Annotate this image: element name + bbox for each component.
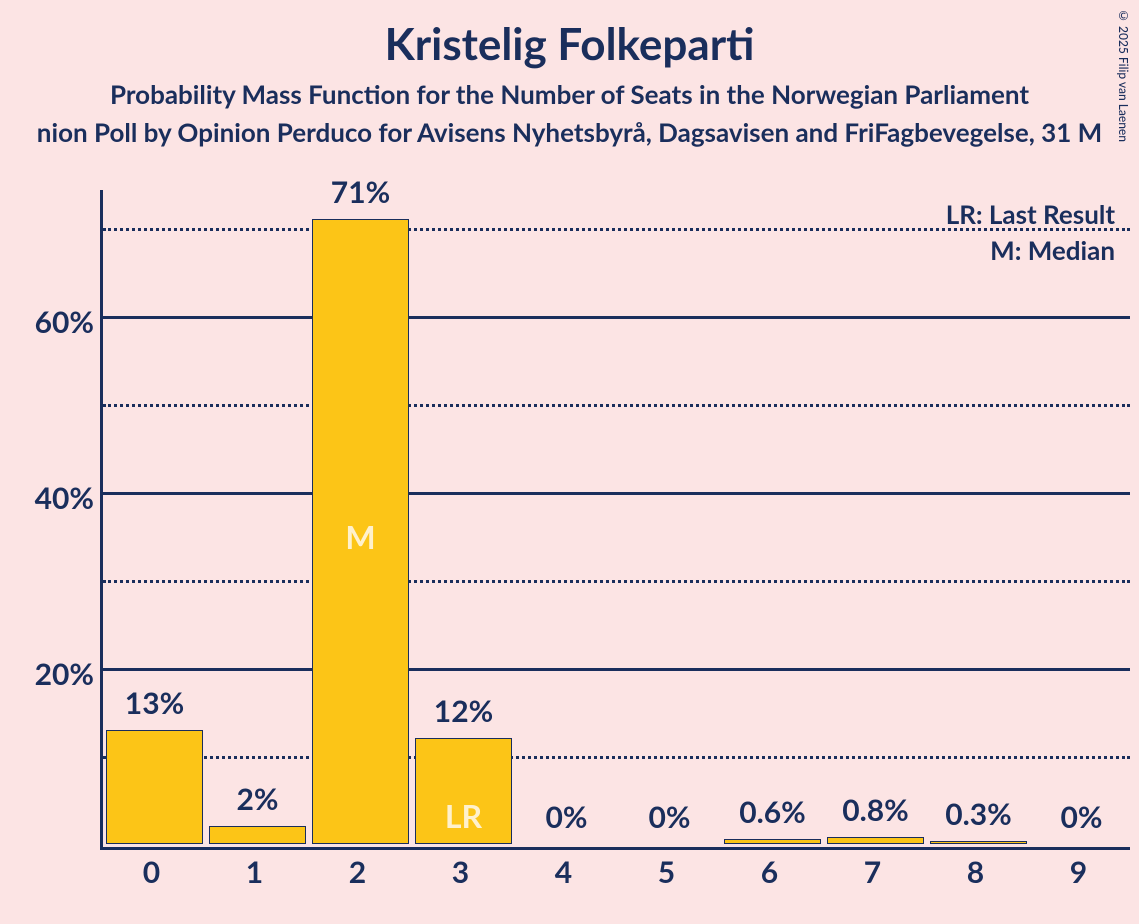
x-axis-label: 8 — [967, 854, 984, 890]
grid-major — [103, 668, 1130, 671]
bar: M — [312, 219, 410, 844]
x-axis-label: 6 — [761, 854, 778, 890]
legend-lr: LR: Last Result — [946, 196, 1115, 232]
x-axis-label: 5 — [658, 854, 675, 890]
bar — [930, 841, 1028, 844]
grid-minor — [103, 580, 1130, 583]
bar-value-label: 71% — [331, 174, 390, 210]
bar — [209, 826, 307, 844]
chart-legend: LR: Last Result M: Median — [946, 196, 1115, 269]
bar-inner-label: LR — [445, 796, 482, 835]
x-axis-label: 9 — [1070, 854, 1087, 890]
x-axis-label: 7 — [864, 854, 881, 890]
y-axis-label: 60% — [35, 304, 94, 340]
bar-inner-label: M — [345, 517, 375, 556]
bar-value-label: 0.6% — [739, 794, 806, 830]
chart-title: Kristelig Folkeparti — [0, 0, 1139, 70]
bar-value-label: 0.8% — [842, 792, 909, 828]
bar-value-label: 0% — [649, 799, 691, 835]
x-axis-label: 4 — [555, 854, 572, 890]
y-axis-label: 20% — [35, 656, 94, 692]
y-axis-label: 40% — [35, 480, 94, 516]
plot-area: LR: Last Result M: Median 13%2%M71%LR12%… — [100, 190, 1130, 850]
x-axis-label: 0 — [143, 854, 160, 890]
copyright-text: © 2025 Filip van Laenen — [1116, 8, 1131, 142]
grid-minor — [103, 756, 1130, 759]
bar — [106, 730, 204, 844]
bar-value-label: 0% — [546, 799, 588, 835]
grid-major — [103, 316, 1130, 319]
bar-value-label: 0.3% — [945, 796, 1012, 832]
legend-m: M: Median — [946, 232, 1115, 268]
chart-subtitle: Probability Mass Function for the Number… — [0, 78, 1139, 110]
x-axis-label: 2 — [349, 854, 366, 890]
x-axis-label: 1 — [246, 854, 263, 890]
bar: LR — [415, 738, 513, 844]
grid-minor — [103, 404, 1130, 407]
bar-value-label: 2% — [237, 781, 279, 817]
bar — [724, 839, 822, 844]
chart-subtitle2: nion Poll by Opinion Perduco for Avisens… — [0, 116, 1139, 148]
bar-value-label: 13% — [125, 685, 184, 721]
bar-value-label: 0% — [1061, 799, 1103, 835]
grid-minor — [103, 228, 1130, 231]
chart-area: LR: Last Result M: Median 13% 2% M 71% LR 12%… — [0, 170, 1139, 910]
bar — [827, 837, 925, 844]
bar-value-label: 12% — [434, 693, 493, 729]
grid-major — [103, 492, 1130, 495]
x-axis-label: 3 — [452, 854, 469, 890]
